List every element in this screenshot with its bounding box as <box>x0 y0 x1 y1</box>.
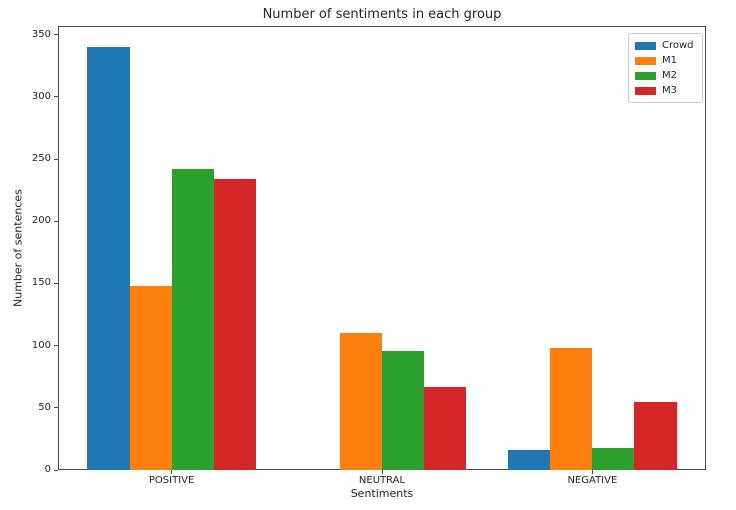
bar-m1-positive <box>129 285 172 470</box>
y-axis-tick <box>54 34 58 36</box>
bar-m2-neutral <box>382 350 425 470</box>
y-axis-tick <box>54 282 58 284</box>
bar-m3-positive <box>213 178 256 470</box>
y-axis-tick-label: 250 <box>31 153 51 165</box>
bar-crowd-negative <box>508 450 551 470</box>
y-axis-tick <box>54 158 58 160</box>
legend-swatch-m2 <box>635 71 656 80</box>
y-axis-tick <box>54 345 58 347</box>
y-axis-tick-label: 300 <box>31 90 51 102</box>
legend-item-m1: M1 <box>635 53 694 68</box>
bar-m1-negative <box>550 348 593 470</box>
legend-item-m2: M2 <box>635 68 694 83</box>
legend-label: M3 <box>662 84 677 96</box>
legend-swatch-crowd <box>635 41 656 50</box>
legend: Crowd M1 M2 M3 <box>628 33 703 103</box>
y-axis-tick <box>54 469 58 471</box>
bar-m2-negative <box>592 447 635 470</box>
legend-label: M2 <box>662 69 677 81</box>
legend-item-m3: M3 <box>635 83 694 98</box>
x-axis-tick <box>381 470 383 474</box>
y-axis-tick <box>54 96 58 98</box>
y-axis-tick-label: 0 <box>44 464 51 475</box>
bar-m1-neutral <box>339 333 382 470</box>
legend-label: M1 <box>662 54 677 66</box>
legend-swatch-m3 <box>635 86 656 95</box>
y-axis-tick-label: 100 <box>31 339 51 351</box>
chart-title: Number of sentiments in each group <box>262 7 502 22</box>
y-axis-tick-label: 150 <box>31 277 51 289</box>
x-axis-tick <box>171 470 173 474</box>
legend-swatch-m1 <box>635 56 656 65</box>
x-axis-tick-label: POSITIVE <box>148 475 195 486</box>
legend-item-crowd: Crowd <box>635 38 694 53</box>
x-axis-label: Sentiments <box>350 487 414 500</box>
x-axis-tick <box>591 470 593 474</box>
x-axis-tick-label: NEGATIVE <box>567 475 618 486</box>
y-axis-tick <box>54 407 58 409</box>
legend-label: Crowd <box>662 39 694 51</box>
x-axis-tick-label: NEUTRAL <box>358 475 406 486</box>
y-axis-tick-label: 200 <box>31 215 51 227</box>
bar-m2-positive <box>171 169 214 470</box>
bar-m3-negative <box>634 401 677 470</box>
y-axis-tick-label: 350 <box>31 28 51 40</box>
bar-m3-neutral <box>424 386 467 470</box>
bar-crowd-positive <box>87 47 130 470</box>
y-axis-tick-label: 50 <box>38 401 51 413</box>
y-axis-tick <box>54 220 58 222</box>
